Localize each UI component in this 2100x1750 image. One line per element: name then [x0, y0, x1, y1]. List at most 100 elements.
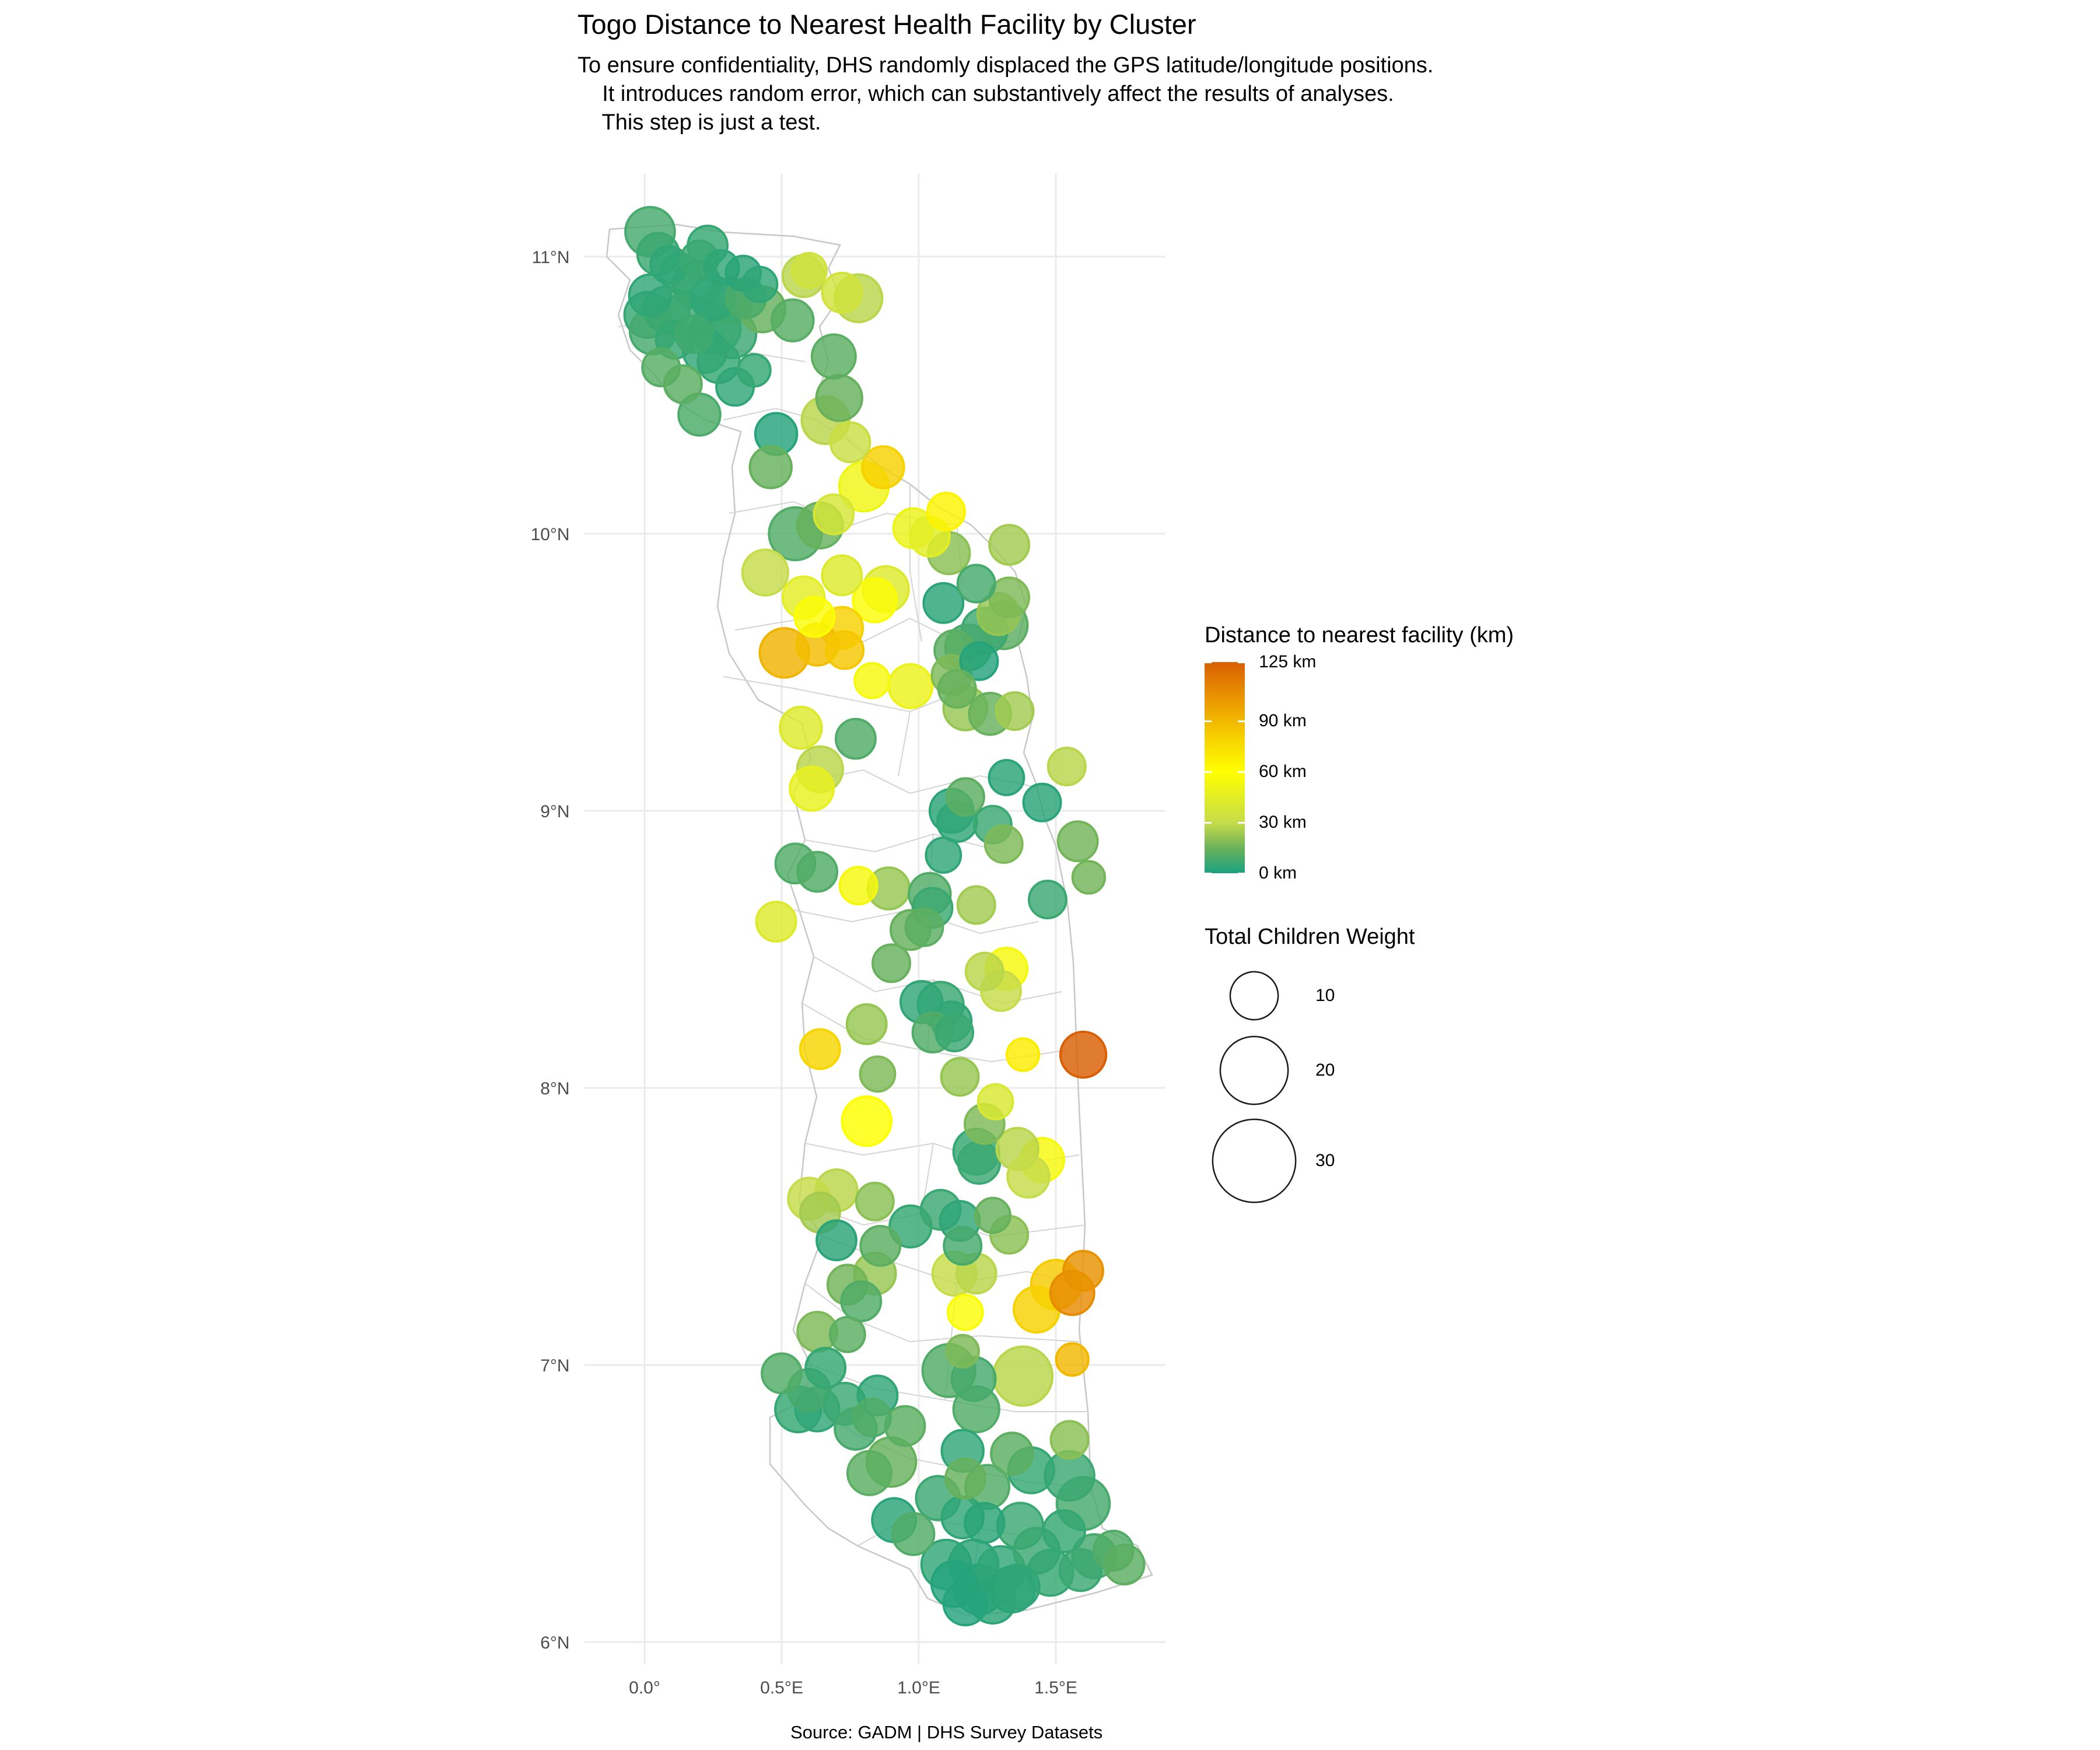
cluster-point-155: [663, 364, 703, 404]
cluster-point-130: [799, 1028, 841, 1070]
cluster-point-145: [884, 1405, 926, 1447]
cluster-point-75: [861, 445, 905, 489]
cluster-point-164: [945, 777, 985, 817]
cluster-point-166: [1022, 782, 1062, 822]
cluster-point-49: [810, 333, 857, 380]
cluster-point-172: [872, 943, 911, 984]
cluster-point-169: [956, 885, 996, 925]
cluster-point-188: [859, 1055, 897, 1093]
x-axis-labels: 0.0° 0.5°E 1.0°E 1.5°E: [629, 1678, 1077, 1698]
size-legend-title: Total Children Weight: [1205, 925, 1415, 949]
cluster-point-184: [790, 251, 828, 289]
cluster-point-68: [628, 273, 673, 318]
cluster-point-118: [835, 718, 877, 760]
cluster-point-161: [937, 669, 977, 709]
cluster-point-176: [855, 1181, 895, 1222]
cluster-point-27: [815, 374, 863, 422]
cluster-point-191: [947, 1293, 984, 1331]
cluster-point-50: [852, 577, 898, 624]
color-legend-tick-1: [1205, 720, 1245, 722]
cluster-point-183: [741, 265, 779, 303]
cluster-point-89: [1006, 1154, 1051, 1199]
cluster-point-136: [859, 1224, 902, 1267]
cluster-point-53: [789, 765, 835, 812]
cluster-point-193: [737, 353, 772, 388]
cluster-point-159: [956, 564, 996, 604]
cluster-point-197: [1055, 1342, 1090, 1377]
x-tick-label-1: 0.5°E: [760, 1678, 803, 1698]
cluster-point-113: [793, 596, 836, 638]
source-caption: Source: GADM | DHS Survey Datasets: [790, 1722, 1103, 1742]
chart-subtitle: To ensure confidentiality, DHS randomly …: [578, 53, 1434, 135]
color-legend-bar: [1205, 662, 1245, 873]
cluster-point-194: [1071, 860, 1107, 895]
color-legend-label-2: 60 km: [1259, 762, 1307, 782]
cluster-point-175: [940, 1057, 980, 1097]
cluster-point-163: [1046, 747, 1087, 786]
x-tick-label-2: 1.0°E: [897, 1678, 940, 1698]
cluster-point-107: [829, 421, 872, 464]
color-legend-tick-4: [1205, 872, 1245, 874]
cluster-point-120: [1056, 820, 1099, 863]
cluster-point-153: [674, 314, 714, 354]
cluster-point-122: [796, 850, 838, 893]
cluster-point-135: [816, 1219, 858, 1262]
cluster-point-0: [992, 1345, 1054, 1407]
cluster-point-87: [957, 1140, 1002, 1185]
cluster-point-185: [853, 662, 891, 699]
size-legend-circles: [1212, 971, 1297, 1203]
cluster-point-174: [935, 1013, 975, 1052]
cluster-point-51: [887, 663, 934, 709]
cluster-point-158: [825, 630, 865, 670]
size-legend-label-2: 30: [1315, 1151, 1335, 1170]
cluster-point-106: [821, 271, 863, 314]
cluster-point-71: [771, 298, 815, 342]
cluster-point-171: [904, 907, 944, 947]
cluster-point-187: [925, 836, 963, 874]
cluster-points: [623, 205, 1146, 1626]
y-tick-label-4: 10°N: [531, 525, 570, 544]
color-legend-label-3: 30 km: [1259, 813, 1307, 832]
cluster-point-146: [944, 1457, 986, 1500]
cluster-point-139: [840, 1280, 883, 1322]
cluster-point-196: [945, 1334, 980, 1368]
y-axis-labels: 6°N 7°N 8°N 9°N 10°N 11°N: [531, 248, 570, 1653]
color-legend-label-1: 90 km: [1259, 711, 1307, 731]
cluster-point-168: [838, 866, 878, 906]
cluster-point-74: [748, 445, 793, 489]
cluster-point-157: [926, 492, 966, 531]
y-tick-label-2: 8°N: [540, 1079, 569, 1098]
cluster-point-102: [1058, 1548, 1103, 1592]
cluster-point-65: [942, 1580, 989, 1626]
cluster-point-108: [813, 493, 855, 536]
y-tick-label-3: 9°N: [540, 802, 569, 821]
color-legend-label-4: 0 km: [1259, 863, 1297, 883]
cluster-point-178: [943, 1226, 983, 1266]
cluster-point-29: [741, 548, 789, 597]
cluster-point-162: [995, 691, 1035, 731]
cluster-point-192: [828, 1315, 866, 1353]
size-legend-label-0: 10: [1315, 986, 1335, 1005]
cluster-point-147: [963, 1502, 1006, 1544]
cluster-point-186: [988, 759, 1026, 796]
y-tick-label-5: 11°N: [532, 248, 570, 267]
size-legend-label-1: 20: [1315, 1060, 1335, 1080]
cluster-point-179: [852, 1398, 892, 1438]
color-legend-title: Distance to nearest facility (km): [1205, 623, 1514, 648]
cluster-point-124: [755, 901, 797, 943]
color-legend-tick-3: [1205, 821, 1245, 824]
size-legend-circle-0: [1229, 971, 1279, 1021]
cluster-point-35: [1059, 1030, 1108, 1079]
cluster-point-173: [964, 951, 1005, 992]
cluster-point-195: [1005, 1037, 1041, 1072]
size-legend-circle-1: [1219, 1035, 1289, 1105]
cluster-point-143: [804, 1346, 847, 1389]
cluster-point-100: [891, 1512, 936, 1556]
chart-title: Togo Distance to Nearest Health Facility…: [578, 9, 1196, 40]
cluster-point-66: [994, 1563, 1041, 1610]
cluster-point-190: [974, 1196, 1012, 1234]
cluster-point-149: [1103, 1544, 1146, 1586]
cluster-point-170: [1027, 880, 1068, 919]
cluster-point-82: [779, 705, 823, 750]
size-legend-circle-2: [1212, 1118, 1297, 1203]
